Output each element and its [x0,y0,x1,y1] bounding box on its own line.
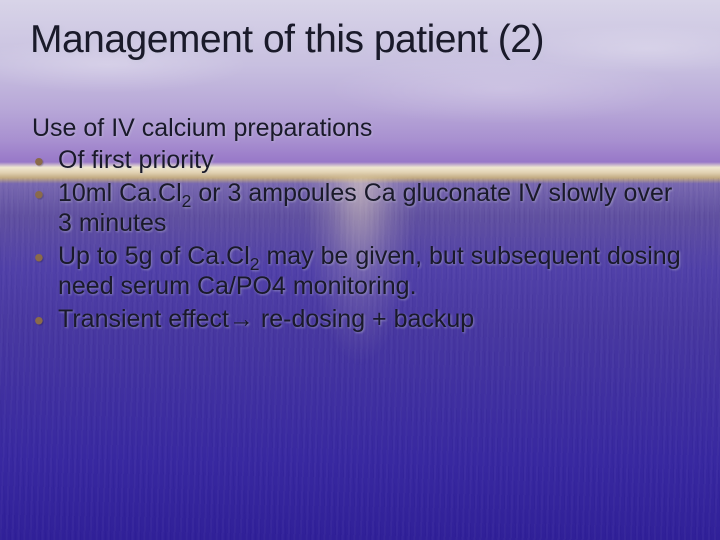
slide-content: Management of this patient (2) Use of IV… [0,0,720,334]
slide-subtitle: Use of IV calcium preparations [30,114,690,143]
bullet-item: Transient effect→ re-dosing + backup [32,304,690,335]
bullet-item: Of first priority [32,145,690,176]
bullet-item: Up to 5g of Ca.Cl2 may be given, but sub… [32,241,690,302]
bullet-list: Of first priority 10ml Ca.Cl2 or 3 ampou… [30,145,690,334]
slide-title: Management of this patient (2) [30,18,690,62]
bullet-item: 10ml Ca.Cl2 or 3 ampoules Ca gluconate I… [32,178,690,239]
